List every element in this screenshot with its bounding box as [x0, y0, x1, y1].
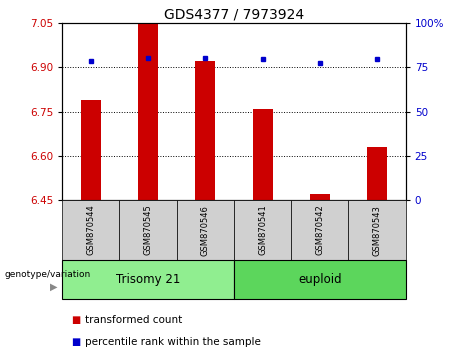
Text: Trisomy 21: Trisomy 21	[116, 273, 180, 286]
Text: GSM870543: GSM870543	[372, 205, 382, 256]
Text: GSM870542: GSM870542	[315, 205, 325, 256]
Text: GSM870541: GSM870541	[258, 205, 267, 256]
Text: percentile rank within the sample: percentile rank within the sample	[85, 337, 261, 347]
Bar	[195, 61, 215, 200]
Bar	[253, 109, 272, 200]
Title: GDS4377 / 7973924: GDS4377 / 7973924	[164, 8, 304, 22]
Text: ▶: ▶	[50, 282, 58, 292]
Text: GSM870545: GSM870545	[143, 205, 153, 256]
Bar	[138, 23, 158, 200]
Bar	[81, 100, 101, 200]
Bar	[310, 194, 330, 200]
Bar	[367, 147, 387, 200]
Text: transformed count: transformed count	[85, 315, 183, 325]
Text: genotype/variation: genotype/variation	[5, 270, 91, 279]
Text: ■: ■	[71, 315, 81, 325]
Text: euploid: euploid	[298, 273, 342, 286]
Text: GSM870544: GSM870544	[86, 205, 95, 256]
Text: ■: ■	[71, 337, 81, 347]
Text: GSM870546: GSM870546	[201, 205, 210, 256]
